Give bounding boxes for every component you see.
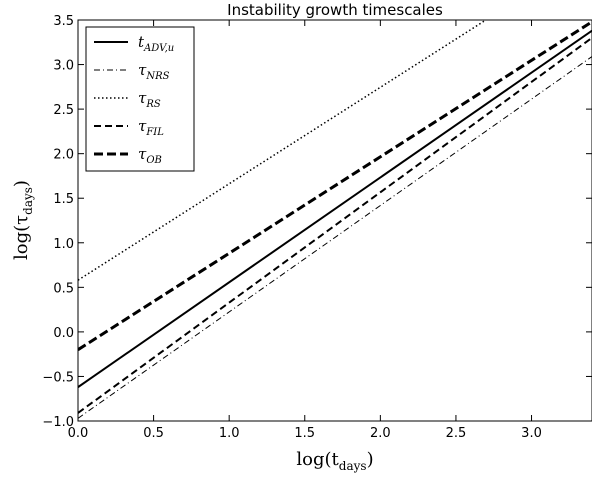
legend-label: τNRS <box>138 61 170 82</box>
legend: tADV,u τNRS τRS τFIL τOB <box>85 26 195 172</box>
y-axis-label-base: log(τ <box>11 215 32 260</box>
y-tick-label: −0.5 <box>42 370 74 385</box>
plot-frame <box>77 19 592 422</box>
ticks-layer: 0.0 0.5 1.0 1.5 2.0 2.5 3.0 −1.0 −0.5 0.0 0.5 1.0 1.… <box>42 14 592 441</box>
legend-label: τRS <box>138 89 161 110</box>
y-tick-label: −1.0 <box>42 415 74 430</box>
y-tick-label: 0.5 <box>53 281 74 296</box>
x-axis-label-close: ) <box>367 449 374 470</box>
y-tick-label: 3.0 <box>53 59 74 74</box>
x-tick-label: 1.0 <box>219 426 240 441</box>
x-axis-label: log(tdays) <box>296 449 373 473</box>
series-layer <box>78 20 592 419</box>
y-tick-label: 1.5 <box>53 192 74 207</box>
y-axis-label-close: ) <box>11 180 32 187</box>
y-tick-label: 3.5 <box>53 14 74 29</box>
y-tick-label: 1.0 <box>53 237 74 252</box>
x-axis-label-sub: days <box>339 459 367 473</box>
y-tick-label: 0.0 <box>53 326 74 341</box>
legend-box <box>85 26 195 172</box>
x-tick-label: 3.0 <box>521 426 542 441</box>
x-tick-label: 2.5 <box>446 426 467 441</box>
x-tick-label: 2.0 <box>370 426 391 441</box>
series-line-fil <box>78 37 592 414</box>
y-axis-label-sub: days <box>21 187 35 215</box>
legend-label: tADV,u <box>138 33 174 54</box>
series-line-nrs <box>78 56 592 419</box>
legend-label: τOB <box>138 145 162 166</box>
x-axis-label-base: log(t <box>296 449 339 470</box>
series-line-rs <box>78 20 488 281</box>
chart-title: Instability growth timescales <box>227 1 443 19</box>
y-tick-label: 2.0 <box>53 148 74 163</box>
y-axis-label: log(τdays) <box>11 180 35 260</box>
series-line-adv-u <box>78 29 592 388</box>
series-line-ob <box>78 20 592 351</box>
x-tick-label: 0.0 <box>68 426 89 441</box>
x-tick-label: 1.5 <box>294 426 315 441</box>
legend-label: τFIL <box>138 117 164 138</box>
x-tick-label: 0.5 <box>143 426 164 441</box>
y-tick-label: 2.5 <box>53 103 74 118</box>
